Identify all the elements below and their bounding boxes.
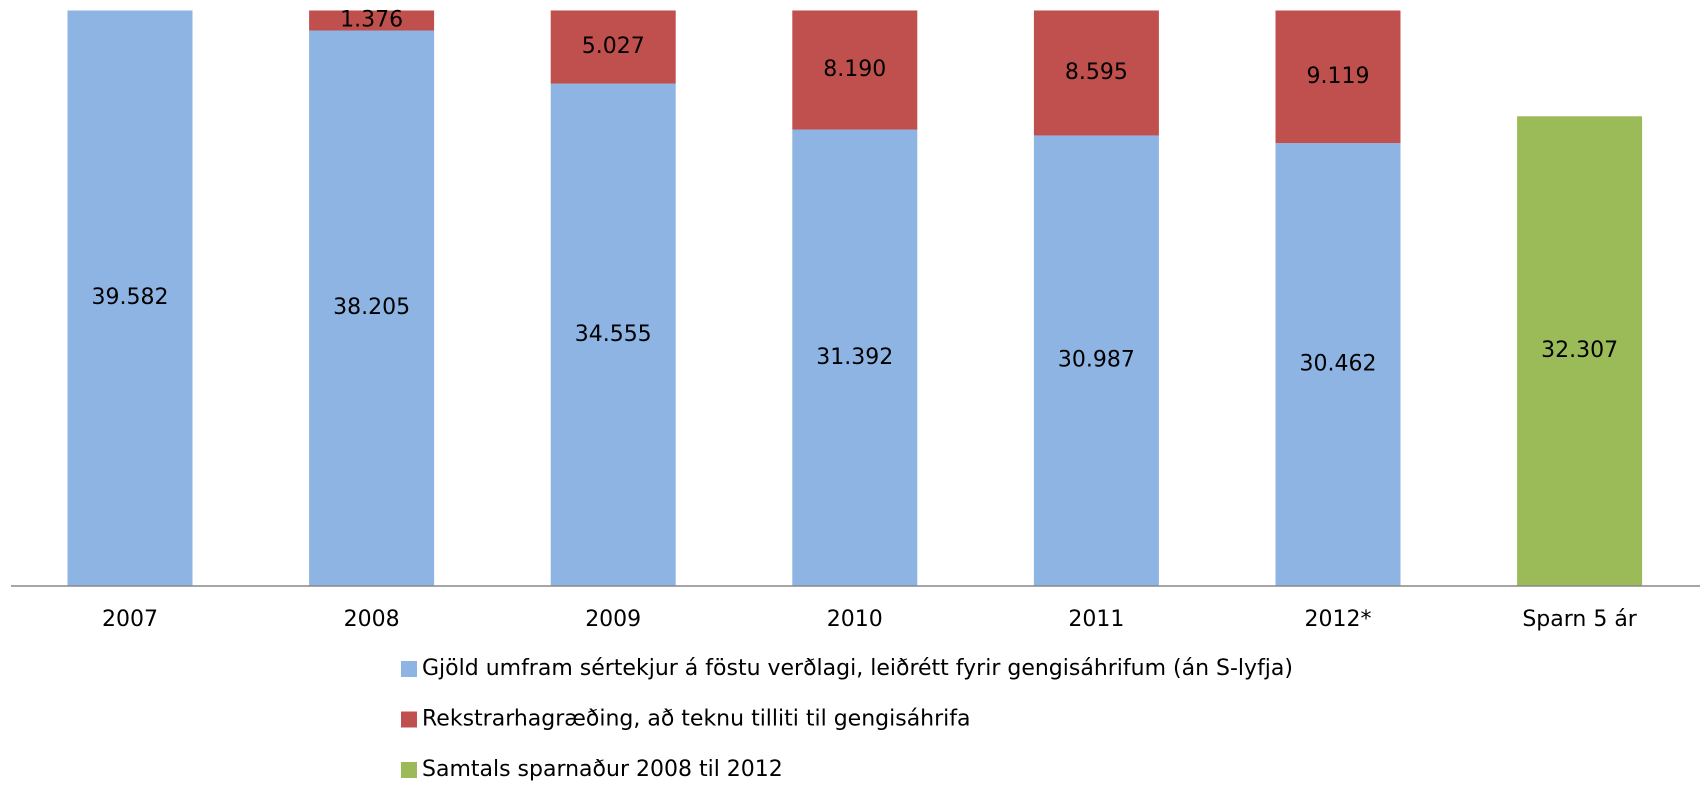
data-label: 38.205 [333,295,410,320]
x-tick-label: 2012* [1305,607,1372,632]
bar-segment [1275,143,1401,586]
data-label: 31.392 [816,345,893,370]
bar-segment [792,10,918,130]
bar-segment [550,83,676,586]
legend-label: Gjöld umfram sértekjur á föstu verðlagi,… [422,656,1293,681]
bar-segment [1033,10,1159,136]
data-label: 30.462 [1300,352,1377,377]
x-tick-label: Sparn 5 ár [1522,607,1637,632]
data-label: 32.307 [1541,338,1618,363]
legend-swatch [401,711,417,728]
data-label: 1.376 [340,7,403,32]
x-tick-label: 2008 [344,607,400,632]
data-label: 9.119 [1307,64,1370,89]
legend-label: Rekstrarhagræðing, að teknu tilliti til … [422,707,971,732]
bar-segment [309,30,435,586]
bar-segment [1517,116,1643,586]
bar-segment [550,10,676,84]
legend-label: Samtals sparnaður 2008 til 2012 [422,757,783,782]
bar-segment [67,10,193,586]
x-tick-label: 2010 [827,607,883,632]
bar-segment [309,10,435,31]
x-tick-label: 2007 [102,607,158,632]
data-label: 8.595 [1065,60,1128,85]
legend-swatch [401,762,417,778]
data-label: 39.582 [92,285,169,310]
bar-segment [792,129,918,587]
x-tick-label: 2009 [585,607,641,632]
data-label: 34.555 [575,322,652,347]
data-label: 8.190 [823,57,886,82]
data-label: 30.987 [1058,348,1135,373]
bar-segment [1033,135,1159,586]
bar-segment [1275,10,1401,144]
legend-swatch [401,661,417,677]
data-label: 5.027 [582,34,645,59]
x-tick-label: 2011 [1068,607,1124,632]
